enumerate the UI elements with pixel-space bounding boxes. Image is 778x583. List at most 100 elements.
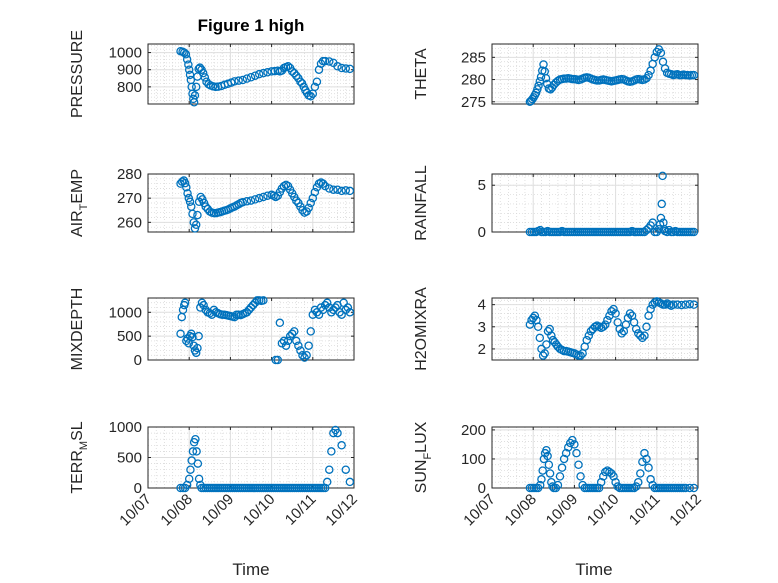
data-point <box>254 193 264 203</box>
data-point <box>188 209 197 219</box>
chart-panel-5: 0 500 1000 MIXDEPTH <box>69 288 355 370</box>
data-point <box>185 197 195 207</box>
data-point <box>625 309 635 318</box>
data-point <box>640 331 649 340</box>
data-point <box>341 186 351 195</box>
data-point <box>689 300 699 309</box>
data-point <box>631 324 641 334</box>
data-point <box>308 310 318 319</box>
data-point <box>574 460 583 470</box>
data-point <box>287 329 297 339</box>
data-point <box>601 320 610 329</box>
data-point <box>572 448 581 458</box>
data-point <box>259 296 268 305</box>
data-point <box>576 472 585 481</box>
x-tick-label: 10/12 <box>666 491 705 530</box>
data-point <box>646 475 655 484</box>
x-tick-label: 10/10 <box>240 491 279 530</box>
y-axis-label: RAINFALL <box>413 165 430 241</box>
data-point <box>535 480 545 490</box>
data-point <box>689 227 699 237</box>
data-point <box>537 475 546 484</box>
axes-box <box>491 426 699 489</box>
data-point <box>559 454 569 464</box>
data-point <box>530 311 540 320</box>
data-point <box>629 483 639 493</box>
x-tick-label: 10/09 <box>543 491 582 530</box>
data-point <box>337 441 346 450</box>
data-point <box>689 483 699 493</box>
data-point <box>542 445 551 455</box>
data-point <box>611 309 620 318</box>
y-axis-label: AIRTEMP <box>69 169 90 237</box>
data-point <box>180 298 190 308</box>
data-point <box>596 477 606 487</box>
data-point <box>248 300 258 310</box>
data-point <box>634 477 643 487</box>
y-axis-label: PRESSURE <box>69 30 86 118</box>
x-tick-label: 10/08 <box>157 491 196 530</box>
data-point <box>598 472 608 481</box>
data-point <box>345 477 355 487</box>
data-point <box>190 91 200 100</box>
data-point <box>534 81 543 91</box>
data-point <box>192 447 201 456</box>
y-tick-label: 280 <box>461 72 486 89</box>
y-tick-label: 0 <box>478 224 486 241</box>
data-point <box>230 77 239 86</box>
data-point <box>341 64 351 73</box>
data-point <box>259 192 268 202</box>
xlabel-left: Time <box>232 560 269 579</box>
data-point <box>685 299 695 309</box>
data-point <box>607 307 616 316</box>
y-axis-label: THETA <box>413 48 430 100</box>
series-markers <box>176 176 355 233</box>
data-point <box>582 335 592 345</box>
data-point <box>320 56 330 66</box>
data-point <box>677 300 686 310</box>
data-point <box>310 82 320 92</box>
data-point <box>191 82 201 92</box>
axes-box <box>147 297 355 361</box>
data-point <box>658 171 667 181</box>
series-markers <box>176 425 355 493</box>
data-point <box>281 341 291 350</box>
chart-panel-3: 260 270 280 AIRTEMP <box>69 166 355 237</box>
x-tick-label: 10/11 <box>282 491 320 529</box>
y-tick-label: 800 <box>117 79 142 96</box>
data-point <box>302 350 311 360</box>
data-point <box>246 73 256 82</box>
series-markers <box>525 297 699 360</box>
y-tick-label: 200 <box>461 422 486 439</box>
data-point <box>183 189 192 198</box>
data-point <box>584 331 594 340</box>
data-point <box>292 71 301 80</box>
y-tick-label: 270 <box>117 190 142 207</box>
data-point <box>544 460 554 470</box>
data-point <box>320 300 330 310</box>
data-point <box>656 213 666 223</box>
data-point <box>184 60 193 69</box>
data-point <box>642 225 651 235</box>
y-tick-label: 500 <box>117 328 142 345</box>
data-point <box>194 331 203 341</box>
data-point <box>320 181 330 191</box>
data-point <box>310 187 320 197</box>
data-point <box>333 62 342 71</box>
y-tick-label: 4 <box>478 297 486 314</box>
data-point <box>294 341 303 350</box>
data-point <box>561 448 571 458</box>
data-point <box>318 179 328 188</box>
y-tick-label: 100 <box>461 451 486 468</box>
axes-box <box>147 173 355 233</box>
data-point <box>345 64 355 74</box>
y-tick-label: 1000 <box>109 45 142 62</box>
y-tick-label: 0 <box>478 480 486 497</box>
data-point <box>543 451 552 461</box>
data-point <box>531 88 541 98</box>
data-point <box>306 327 315 336</box>
data-point <box>636 469 645 478</box>
data-point <box>194 474 204 484</box>
